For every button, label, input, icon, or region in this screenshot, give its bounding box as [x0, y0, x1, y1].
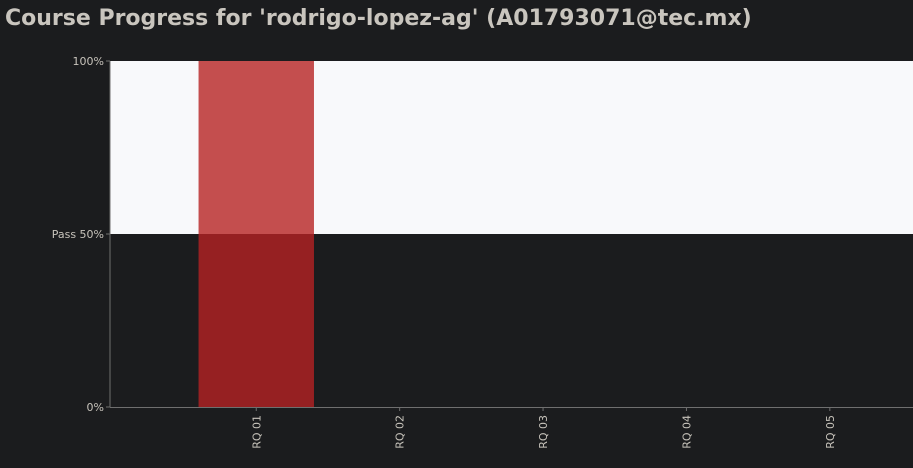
x-tick-label: RQ 01	[250, 415, 263, 449]
page-title: Course Progress for 'rodrigo-lopez-ag' (…	[5, 6, 752, 31]
y-tick-label: 100%	[73, 55, 104, 68]
y-ticks-group: 0% Pass 50% 100%	[52, 55, 110, 414]
bar-segment-below-pass	[198, 234, 314, 407]
x-tick-label: RQ 02	[394, 415, 407, 449]
x-tick-label: RQ 04	[680, 415, 693, 449]
y-tick-label: 0%	[87, 401, 104, 414]
bar-rq-01	[198, 61, 314, 407]
x-tick-label: RQ 05	[824, 415, 837, 449]
bar-segment-above-pass	[198, 61, 314, 234]
bars-group	[198, 61, 314, 407]
x-tick-label: RQ 03	[537, 415, 550, 449]
x-ticks-group: RQ 01 RQ 02 RQ 03 RQ 04 RQ 05	[250, 407, 837, 449]
y-tick-label: Pass 50%	[52, 228, 104, 241]
